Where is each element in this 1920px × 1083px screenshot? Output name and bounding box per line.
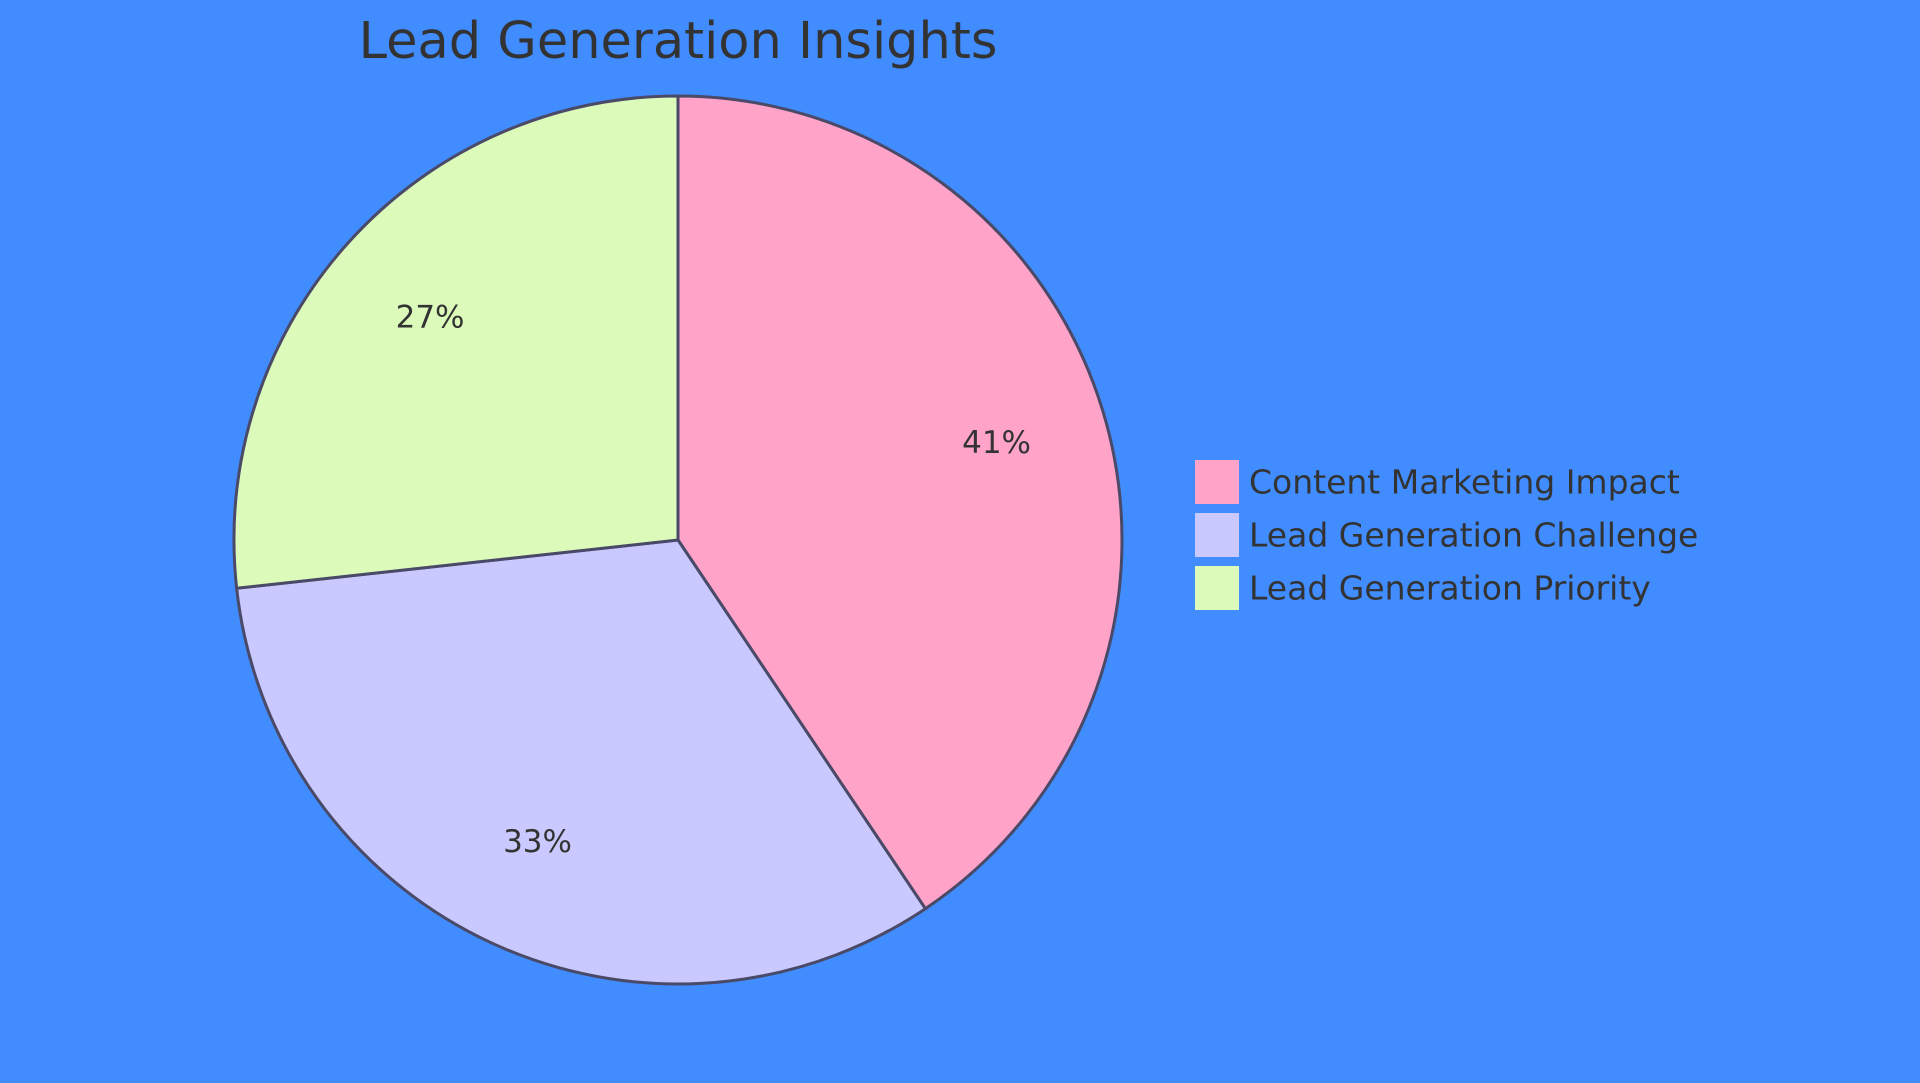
- slice-label-lead-generation-priority: 27%: [396, 300, 465, 336]
- slice-label-content-marketing-impact: 41%: [962, 425, 1031, 461]
- legend-label-lead-generation-priority: Lead Generation Priority: [1249, 569, 1651, 608]
- pie-slices: [232, 94, 1124, 986]
- legend-swatch-lead-generation-priority: [1195, 566, 1239, 610]
- legend-swatch-lead-generation-challenge: [1195, 513, 1239, 557]
- pie-slice-labels: 41% 33% 27%: [396, 300, 1031, 860]
- chart-title: Lead Generation Insights: [359, 12, 998, 71]
- pie-slice-lead-generation-priority: [232, 94, 680, 590]
- legend-label-lead-generation-challenge: Lead Generation Challenge: [1249, 516, 1698, 555]
- slice-label-lead-generation-challenge: 33%: [503, 824, 572, 860]
- legend-swatch-content-marketing-impact: [1195, 460, 1239, 504]
- legend: Content Marketing Impact Lead Generation …: [1195, 460, 1698, 610]
- legend-label-content-marketing-impact: Content Marketing Impact: [1249, 463, 1680, 502]
- pie-slice-lead-generation-challenge: [234, 538, 928, 986]
- pie-slice-content-marketing-impact: [676, 94, 1124, 911]
